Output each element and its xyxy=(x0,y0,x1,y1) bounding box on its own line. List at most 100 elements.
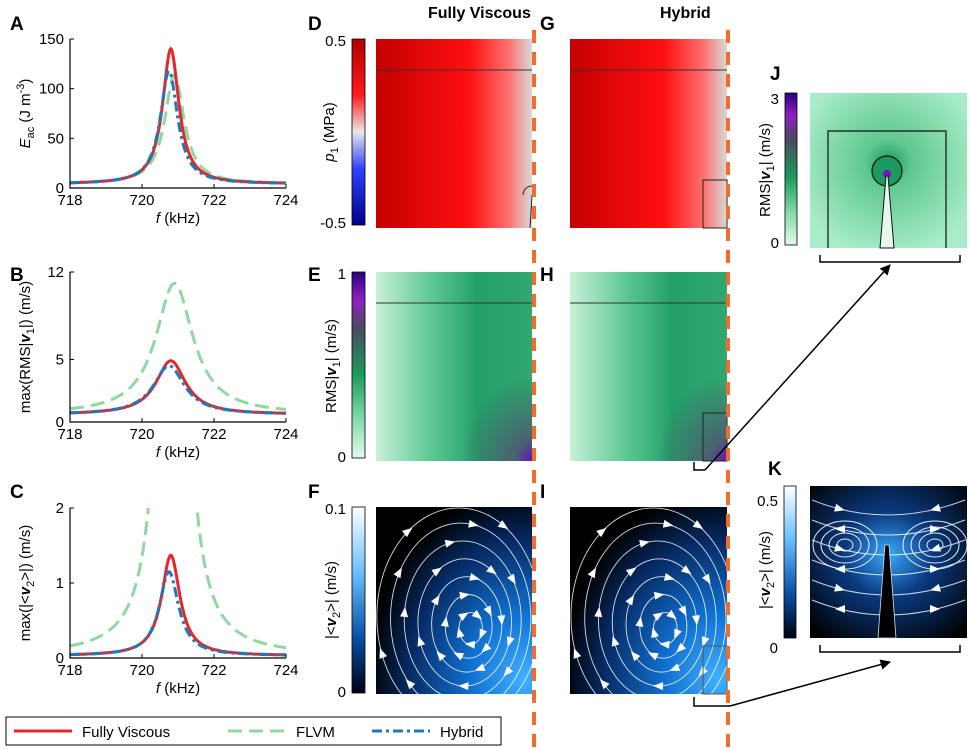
F-streamline-arrow xyxy=(444,539,456,548)
zoom-box-G xyxy=(702,179,728,229)
xtick-label-C-722: 722 xyxy=(201,662,226,679)
F-streamline-arrow xyxy=(393,567,402,579)
K-streamline-arrow xyxy=(834,543,845,552)
F-streamline-arrow xyxy=(469,573,480,581)
I-streamline-arrow xyxy=(674,628,682,640)
xlabel-C: f (kHz) xyxy=(156,680,200,697)
xtick-label-B-724: 724 xyxy=(273,426,298,443)
panel-label-K: K xyxy=(768,459,782,480)
F-streamline-arrow xyxy=(481,642,492,653)
colorbar-streaming-K xyxy=(783,485,797,639)
F-streamline-arrow xyxy=(471,609,482,620)
F-streamline-arrow xyxy=(468,519,479,528)
xtick-label-B-718: 718 xyxy=(57,426,82,443)
pressure-field-D xyxy=(376,39,532,228)
panel-label-B: B xyxy=(10,265,24,286)
legend-label-hybrid: Hybrid xyxy=(440,724,483,741)
channel-outline-J xyxy=(827,130,947,248)
I-streamline-arrow xyxy=(625,594,635,606)
K-streamline-arrow xyxy=(835,525,845,533)
panel-label-I: I xyxy=(540,482,545,503)
F-streamline-arrow xyxy=(507,573,516,585)
panel-label-F: F xyxy=(308,482,320,503)
legend-label-flvm: FLVM xyxy=(296,724,335,741)
F-streamline-arrow xyxy=(464,640,476,649)
axes-A xyxy=(69,39,286,189)
xlabel-A: f (kHz) xyxy=(156,210,200,227)
ytick-label-B-0: 0 xyxy=(56,414,64,431)
I-streamline xyxy=(570,507,737,726)
colorbar-J-label: RMS|v1| (m/s) xyxy=(757,123,777,217)
colorbar-streaming-F xyxy=(351,506,366,694)
bracket-K xyxy=(819,645,961,653)
I-streamline-arrow xyxy=(611,635,620,647)
xtick-label-B-722: 722 xyxy=(201,426,226,443)
K-streamline-arrow xyxy=(930,583,941,592)
chart-C: 718 720 722 724 0 1 2 f (kHz) max(|<v2>|) (m/s) xyxy=(17,500,299,697)
panel-label-J: J xyxy=(770,64,781,85)
K-streamline-arrow xyxy=(930,605,940,613)
F-streamline-arrow xyxy=(431,567,442,577)
F-streamline-arrow xyxy=(479,628,488,640)
K-streamline-arrow xyxy=(930,503,941,512)
K-streamline xyxy=(811,499,966,516)
series-hybrid-A xyxy=(70,68,286,185)
I-streamline xyxy=(584,522,727,715)
I-streamline-arrow xyxy=(692,615,701,626)
panel-label-A: A xyxy=(10,14,24,35)
I-streamline-arrow xyxy=(676,642,687,653)
colorbar-K-tick-bottom: 0 xyxy=(770,640,778,657)
I-streamline-arrow xyxy=(653,682,664,691)
bracket-I xyxy=(693,697,730,707)
F-streamline-arrow xyxy=(401,527,413,538)
colorbar-velocity-J xyxy=(784,92,798,246)
I-streamline-arrow xyxy=(680,565,692,575)
I-streamline-arrow xyxy=(625,567,637,577)
I-streamline-arrow xyxy=(630,650,641,662)
colorbar-D-tick-bottom: -0.5 xyxy=(320,215,346,232)
ytick-label-C-2: 2 xyxy=(56,500,64,517)
xlabel-B: f (kHz) xyxy=(156,444,200,461)
ytick-label-B-12: 12 xyxy=(47,264,64,281)
ytick-label-B-5: 5 xyxy=(56,352,64,369)
tip-shape-J xyxy=(879,175,895,249)
ylabel-A: Eac (J m-3) xyxy=(15,79,37,149)
panel-label-G: G xyxy=(540,14,555,35)
legend-label-fully-viscous: Fully Viscous xyxy=(82,724,170,741)
I-streamline-arrow xyxy=(659,640,670,649)
F-streamline-arrow xyxy=(483,605,492,617)
panel-label-C: C xyxy=(10,482,24,503)
series-fully-viscous-B xyxy=(70,359,286,415)
series-flvm-B xyxy=(70,281,286,411)
column-title-fully-viscous: Fully Viscous xyxy=(428,5,531,22)
F-streamline-arrow xyxy=(453,652,465,661)
xtick-label-C-720: 720 xyxy=(129,662,154,679)
K-streamline-arrow xyxy=(834,503,845,512)
zoom-arrow-K xyxy=(729,659,892,707)
I-streamline-arrow xyxy=(599,679,610,690)
F-streamline-arrow xyxy=(405,679,416,690)
F-streamline-arrow xyxy=(474,663,486,671)
xtick-label-C-724: 724 xyxy=(273,662,298,679)
zoom-arrow-J xyxy=(704,264,891,471)
xtick-label-A-724: 724 xyxy=(273,192,298,209)
ytick-label-A-0: 0 xyxy=(56,180,64,197)
bracket-H xyxy=(693,462,705,471)
F-streamline-arrow xyxy=(456,627,465,639)
ytick-label-A-50: 50 xyxy=(47,130,64,147)
tip-outline-D xyxy=(522,185,533,229)
F-streamline-arrow xyxy=(430,594,440,606)
ylabel-B: max(RMS|v1|) (m/s) xyxy=(17,281,37,413)
I-streamline-arrow xyxy=(651,627,659,639)
ylabel-C: max(|<v2>|) (m/s) xyxy=(17,525,37,641)
streamlines-F xyxy=(376,507,542,726)
colorbar-E-label: RMS|v1| (m/s) xyxy=(323,319,343,413)
colorbar-J-tick-3: 3 xyxy=(771,91,779,108)
I-streamline-arrow xyxy=(663,573,675,581)
legend: Fully Viscous FLVM Hybrid xyxy=(5,716,502,746)
colorbar-D-label: p1 (MPa) xyxy=(321,102,341,162)
F-streamline-arrow xyxy=(459,591,470,600)
I-streamline-arrow xyxy=(596,527,607,538)
series-hybrid-B xyxy=(70,364,286,415)
F-streamline-arrow xyxy=(486,565,497,575)
